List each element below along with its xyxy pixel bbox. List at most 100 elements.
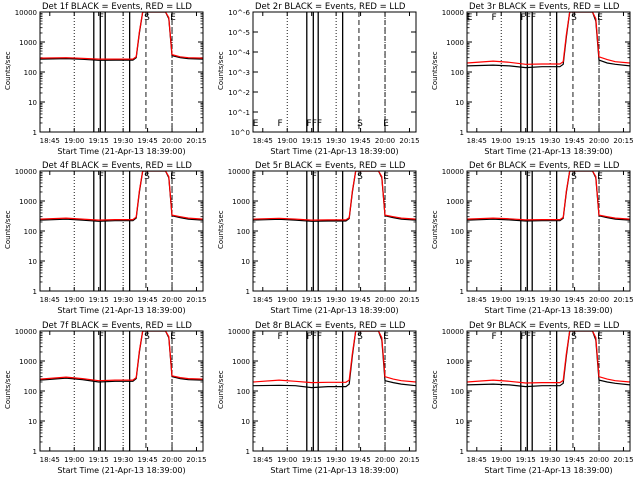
event-marker-label: E xyxy=(597,13,603,23)
x-tick-label: 20:00 xyxy=(375,137,395,145)
event-marker-label: E xyxy=(383,172,389,182)
series-line-events xyxy=(40,12,203,61)
x-axis-label: Start Time (21-Apr-13 18:39:00) xyxy=(270,147,398,156)
x-tick-label: 19:30 xyxy=(326,456,346,464)
series-line-events xyxy=(467,331,630,388)
x-axis-label: Start Time (21-Apr-13 18:39:00) xyxy=(57,466,185,475)
x-tick-label: 19:30 xyxy=(113,456,133,464)
x-axis-label: Start Time (21-Apr-13 18:39:00) xyxy=(270,466,398,475)
panel-title: Det 8r BLACK = Events, RED = LLD xyxy=(255,321,406,331)
series-line-lld xyxy=(253,331,416,384)
y-tick-label: 100 xyxy=(24,228,37,236)
event-marker-label: F xyxy=(99,332,104,342)
x-tick-label: 20:15 xyxy=(186,137,206,145)
y-tick-label: 1 xyxy=(33,288,37,296)
y-axis-label: Counts/sec xyxy=(431,370,439,409)
x-tick-label: 19:45 xyxy=(564,137,584,145)
event-marker-label: F xyxy=(312,172,317,182)
x-tick-label: 20:00 xyxy=(375,456,395,464)
y-tick-label: 1 xyxy=(246,288,250,296)
series-line-events xyxy=(40,331,203,383)
x-tick-label: 19:30 xyxy=(540,456,560,464)
event-marker-label: S xyxy=(571,13,577,23)
event-marker-label: FFF xyxy=(307,119,323,129)
y-tick-label: 100 xyxy=(451,388,464,396)
event-marker-label: E xyxy=(383,332,389,342)
x-tick-label: 18:45 xyxy=(253,137,273,145)
x-tick-label: 19:15 xyxy=(516,137,536,145)
event-marker-label: F xyxy=(99,172,104,182)
x-tick-label: 19:30 xyxy=(326,137,346,145)
y-tick-label: 10 xyxy=(241,418,250,426)
y-tick-label: 10000 xyxy=(442,328,464,336)
panel-title: Det 6r BLACK = Events, RED = LLD xyxy=(469,161,620,171)
x-tick-label: 20:15 xyxy=(613,137,633,145)
x-tick-label: 19:15 xyxy=(89,456,109,464)
event-marker-label: F xyxy=(491,13,496,23)
x-tick-label: 19:45 xyxy=(350,456,370,464)
plot-frame xyxy=(39,170,204,292)
y-tick-label: 100 xyxy=(237,388,250,396)
x-tick-label: 19:45 xyxy=(137,456,157,464)
det-panel-9: Det 9r BLACK = Events, RED = LLD Counts/s… xyxy=(431,321,634,475)
y-tick-label: 1000 xyxy=(446,198,464,206)
series-line-events xyxy=(253,171,416,222)
x-tick-label: 19:00 xyxy=(491,456,511,464)
y-tick-label: 10000 xyxy=(442,168,464,176)
x-tick-label: 19:15 xyxy=(302,137,322,145)
x-tick-label: 18:45 xyxy=(253,296,273,304)
panel-title: Det 4f BLACK = Events, RED = LLD xyxy=(42,161,192,171)
y-tick-label: 100 xyxy=(237,228,250,236)
plot-frame xyxy=(252,11,417,133)
x-tick-label: 19:30 xyxy=(113,137,133,145)
y-tick-label: 1000 xyxy=(446,39,464,47)
x-tick-label: 20:00 xyxy=(589,456,609,464)
x-tick-label: 18:45 xyxy=(467,456,487,464)
x-tick-label: 19:00 xyxy=(491,137,511,145)
det-panel-8: Det 8r BLACK = Events, RED = LLD Counts/s… xyxy=(217,321,420,475)
series-line-lld xyxy=(467,12,630,65)
y-tick-label: 1000 xyxy=(232,198,250,206)
x-axis-label: Start Time (21-Apr-13 18:39:00) xyxy=(484,147,612,156)
x-tick-label: 19:45 xyxy=(350,137,370,145)
event-marker-label: E xyxy=(467,13,473,23)
x-tick-label: 20:15 xyxy=(399,456,419,464)
x-tick-label: 20:00 xyxy=(375,296,395,304)
x-tick-label: 20:00 xyxy=(589,296,609,304)
x-axis-label: Start Time (21-Apr-13 18:39:00) xyxy=(484,466,612,475)
y-tick-label: 10000 xyxy=(15,168,37,176)
x-tick-label: 19:45 xyxy=(137,137,157,145)
y-axis-label: Counts/sec xyxy=(431,51,439,90)
y-tick-label: 10000 xyxy=(442,9,464,17)
event-marker-label: FFF xyxy=(521,13,537,23)
panel-title: Det 1f BLACK = Events, RED = LLD xyxy=(42,2,192,12)
panel-title: Det 5r BLACK = Events, RED = LLD xyxy=(255,161,406,171)
event-marker-label: F xyxy=(277,332,282,342)
y-tick-label: 10^-2 xyxy=(228,89,250,97)
y-tick-label: 1000 xyxy=(19,198,37,206)
event-marker-label: FFF xyxy=(307,332,323,342)
event-marker-label: S xyxy=(357,119,363,129)
x-tick-label: 19:30 xyxy=(326,296,346,304)
x-axis-label: Start Time (21-Apr-13 18:39:00) xyxy=(57,306,185,315)
plot-frame xyxy=(466,170,631,292)
event-marker-label: E xyxy=(170,332,176,342)
y-tick-label: 1 xyxy=(460,288,464,296)
y-axis-label: Counts/sec xyxy=(217,370,225,409)
det-panel-1: Det 1f BLACK = Events, RED = LLD Counts/s… xyxy=(4,2,207,156)
event-marker-label: E xyxy=(253,119,259,129)
y-tick-label: 1 xyxy=(33,129,37,137)
x-axis-label: Start Time (21-Apr-13 18:39:00) xyxy=(57,147,185,156)
x-tick-label: 19:15 xyxy=(89,296,109,304)
series-line-lld xyxy=(40,12,203,60)
x-tick-label: 18:45 xyxy=(40,456,60,464)
y-tick-label: 1 xyxy=(33,448,37,456)
event-marker-label: S xyxy=(571,332,577,342)
series-line-events xyxy=(467,171,630,222)
x-tick-label: 20:00 xyxy=(589,137,609,145)
y-tick-label: 10^-3 xyxy=(228,69,250,77)
y-tick-label: 1000 xyxy=(19,358,37,366)
event-marker-label: E xyxy=(597,172,603,182)
panel-title: Det 2r BLACK = Events, RED = LLD xyxy=(255,2,406,12)
